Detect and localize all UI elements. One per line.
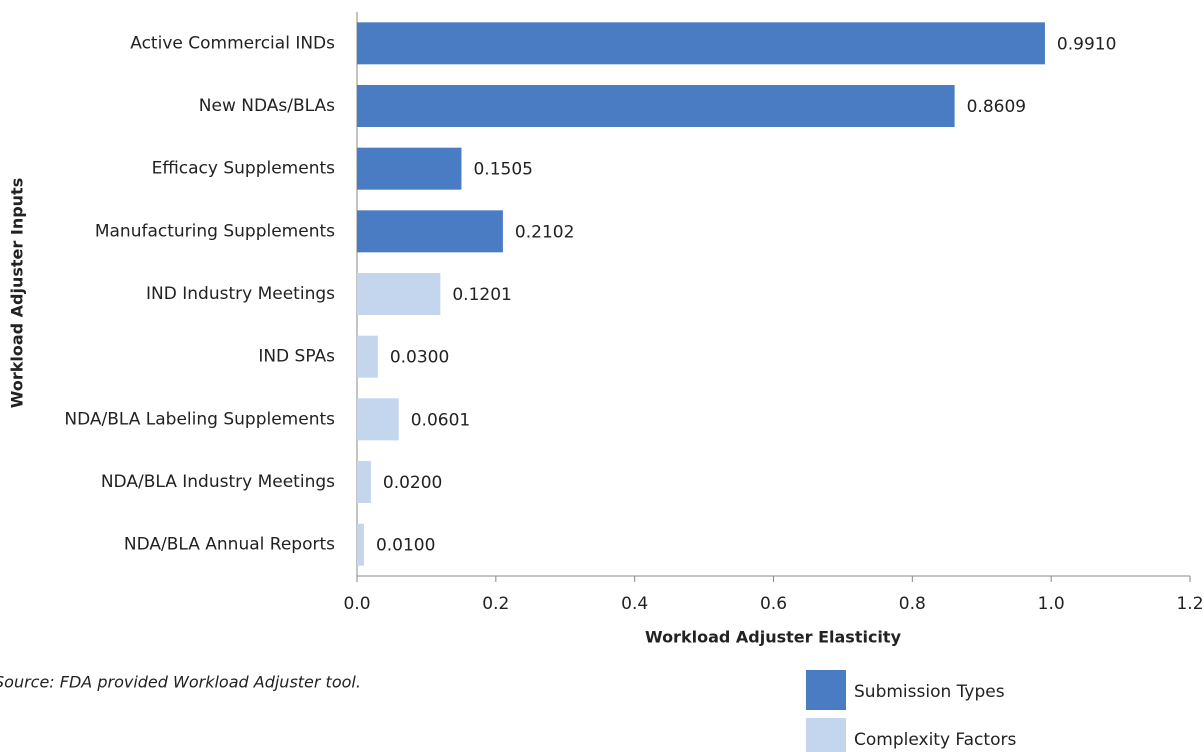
x-tick-label: 0.8	[899, 594, 926, 614]
data-label: 0.0200	[383, 473, 442, 493]
y-tick-label: NDA/BLA Industry Meetings	[101, 472, 335, 492]
bar	[357, 210, 503, 253]
bar	[357, 523, 364, 566]
legend-label: Complexity Factors	[854, 730, 1016, 750]
legend-label: Submission Types	[854, 682, 1005, 702]
legend-swatch	[806, 670, 846, 710]
y-tick-label: IND SPAs	[258, 347, 335, 367]
data-label: 0.1201	[452, 285, 511, 305]
bar	[357, 273, 441, 315]
x-axis-title: Workload Adjuster Elasticity	[645, 628, 902, 647]
bar	[357, 398, 399, 441]
bar	[357, 147, 462, 190]
x-tick-label: 0.0	[343, 594, 370, 614]
x-tick-label: 0.6	[760, 594, 787, 614]
data-label: 0.8609	[967, 97, 1026, 117]
data-label: 0.1505	[473, 160, 532, 180]
source-note: Source: FDA provided Workload Adjuster t…	[0, 673, 361, 692]
data-label: 0.0100	[376, 536, 435, 556]
bar	[357, 85, 955, 127]
legend-swatch	[806, 718, 846, 752]
y-tick-label: NDA/BLA Labeling Supplements	[64, 409, 335, 429]
bar	[357, 461, 371, 503]
data-label: 0.0300	[390, 348, 449, 368]
y-tick-label: Efficacy Supplements	[152, 159, 336, 179]
x-tick-label: 0.4	[621, 594, 648, 614]
bar	[357, 335, 378, 378]
y-axis-title: Workload Adjuster Inputs	[8, 178, 27, 408]
x-tick-label: 1.2	[1176, 594, 1203, 614]
bar	[357, 22, 1045, 65]
data-label: 0.9910	[1057, 34, 1116, 54]
y-tick-label: IND Industry Meetings	[146, 284, 335, 304]
y-tick-label: New NDAs/BLAs	[199, 96, 335, 116]
data-label: 0.0601	[411, 410, 470, 430]
x-tick-label: 0.2	[482, 594, 509, 614]
y-tick-label: Manufacturing Supplements	[95, 221, 335, 241]
data-label: 0.2102	[515, 222, 574, 242]
y-tick-label: NDA/BLA Annual Reports	[124, 535, 335, 555]
y-tick-label: Active Commercial INDs	[130, 33, 335, 53]
x-tick-label: 1.0	[1038, 594, 1065, 614]
